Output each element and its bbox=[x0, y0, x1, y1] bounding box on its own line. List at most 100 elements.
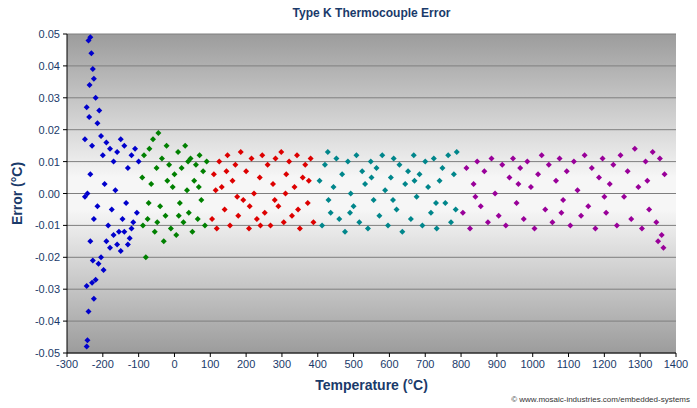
data-point bbox=[224, 152, 230, 158]
data-point bbox=[448, 219, 454, 225]
data-point bbox=[283, 171, 289, 177]
data-point bbox=[251, 191, 257, 197]
data-point bbox=[333, 155, 339, 161]
data-point bbox=[223, 168, 229, 174]
points bbox=[82, 34, 668, 349]
data-point bbox=[437, 178, 443, 184]
data-point bbox=[442, 200, 448, 206]
data-point bbox=[93, 277, 99, 283]
y-tick-label: 0.03 bbox=[39, 92, 60, 104]
data-point bbox=[506, 175, 512, 181]
data-point bbox=[489, 155, 495, 161]
x-tick-label: 1300 bbox=[628, 358, 652, 370]
data-point bbox=[177, 200, 183, 206]
y-tick bbox=[63, 97, 67, 98]
data-point bbox=[89, 143, 95, 149]
x-tick bbox=[67, 353, 68, 357]
data-point bbox=[179, 165, 185, 171]
y-tick bbox=[63, 193, 67, 194]
x-tick bbox=[640, 353, 641, 357]
data-point bbox=[431, 155, 437, 161]
data-point bbox=[120, 216, 126, 222]
data-point bbox=[145, 216, 151, 222]
data-point bbox=[121, 229, 127, 235]
data-point bbox=[399, 229, 405, 235]
data-point bbox=[87, 82, 93, 88]
data-point bbox=[471, 181, 477, 187]
data-point bbox=[342, 229, 348, 235]
data-point bbox=[171, 171, 177, 177]
y-tick bbox=[63, 161, 67, 162]
data-point bbox=[614, 222, 620, 228]
data-point bbox=[109, 206, 115, 212]
data-point bbox=[574, 187, 580, 193]
y-tick bbox=[63, 129, 67, 130]
data-point bbox=[396, 162, 402, 168]
data-point bbox=[216, 159, 222, 165]
data-point bbox=[200, 168, 206, 174]
data-point bbox=[528, 184, 534, 190]
grid-line bbox=[67, 193, 676, 194]
data-point bbox=[553, 178, 559, 184]
data-point bbox=[102, 181, 108, 187]
x-tick bbox=[676, 353, 677, 357]
data-point bbox=[621, 194, 627, 200]
data-point bbox=[164, 178, 170, 184]
data-point bbox=[345, 159, 351, 165]
data-point bbox=[91, 76, 97, 82]
data-point bbox=[111, 159, 117, 165]
data-point bbox=[232, 162, 238, 168]
y-tick bbox=[63, 225, 67, 226]
grid-line bbox=[67, 225, 676, 226]
data-point bbox=[478, 203, 484, 209]
data-point bbox=[140, 222, 146, 228]
data-point bbox=[662, 171, 668, 177]
data-point bbox=[227, 222, 233, 228]
data-point bbox=[503, 222, 509, 228]
y-axis bbox=[67, 34, 68, 353]
data-point bbox=[189, 229, 195, 235]
data-point bbox=[132, 146, 138, 152]
data-point bbox=[571, 159, 577, 165]
data-point bbox=[116, 229, 122, 235]
data-point bbox=[235, 213, 241, 219]
data-point bbox=[492, 191, 498, 197]
data-point bbox=[411, 178, 417, 184]
data-point bbox=[230, 178, 236, 184]
data-point bbox=[103, 139, 109, 145]
data-point bbox=[306, 178, 312, 184]
y-tick bbox=[63, 321, 67, 322]
y-tick-label: 0.00 bbox=[39, 188, 60, 200]
data-point bbox=[317, 178, 323, 184]
data-point bbox=[87, 171, 93, 177]
data-point bbox=[539, 152, 545, 158]
data-point bbox=[302, 162, 308, 168]
data-point bbox=[85, 309, 91, 315]
data-point bbox=[196, 184, 202, 190]
x-tick-label: 1100 bbox=[557, 358, 581, 370]
data-point bbox=[148, 181, 154, 187]
data-point bbox=[517, 165, 523, 171]
data-point bbox=[136, 159, 142, 165]
data-point bbox=[101, 267, 107, 273]
data-point bbox=[382, 187, 388, 193]
data-point bbox=[121, 143, 127, 149]
grid-line bbox=[67, 257, 676, 258]
y-tick bbox=[63, 65, 67, 66]
data-point bbox=[481, 168, 487, 174]
data-point bbox=[114, 149, 120, 155]
data-point bbox=[564, 168, 570, 174]
data-point bbox=[143, 254, 149, 260]
x-tick-label: 500 bbox=[344, 358, 362, 370]
data-point bbox=[154, 165, 160, 171]
data-point bbox=[211, 171, 217, 177]
data-point bbox=[185, 159, 191, 165]
data-point bbox=[454, 149, 460, 155]
data-point bbox=[84, 191, 90, 197]
data-point bbox=[283, 191, 289, 197]
data-point bbox=[300, 175, 306, 181]
data-point bbox=[128, 226, 134, 232]
x-tick bbox=[138, 353, 139, 357]
x-tick bbox=[532, 353, 533, 357]
x-tick-label: 300 bbox=[273, 358, 291, 370]
